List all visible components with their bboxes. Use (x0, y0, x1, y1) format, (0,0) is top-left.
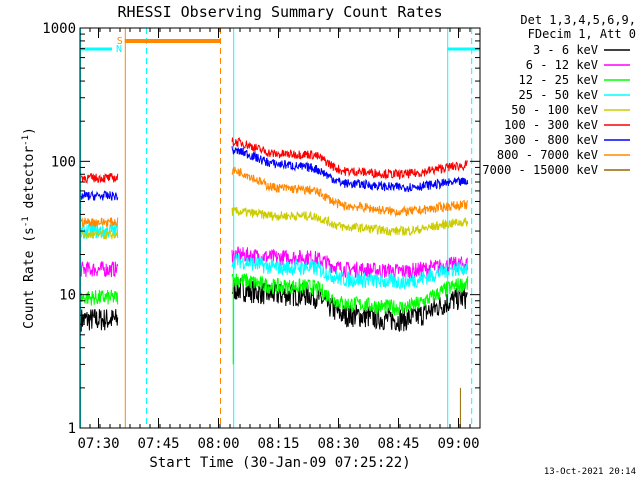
x-tick-label: 07:30 (77, 436, 119, 452)
y-tick-label: 10 (59, 288, 76, 304)
plot-marks: SN (80, 28, 480, 428)
series-line-post (231, 277, 468, 332)
series-line-pre (80, 189, 119, 201)
series-line-post (231, 166, 469, 218)
x-tick-label: 08:30 (317, 436, 359, 452)
y-axis-ticks: 1 10 100 1000 (42, 21, 480, 437)
x-tick-label: 08:00 (197, 436, 239, 452)
night-flag-label: N (116, 44, 122, 55)
legend-label: 12 - 25 keV (519, 73, 598, 87)
series-line-pre (80, 217, 119, 228)
legend-label: 800 - 7000 keV (497, 148, 598, 162)
series-line-pre (80, 229, 119, 240)
series-line-post (231, 273, 469, 316)
series-line-pre (80, 309, 119, 332)
series-line-pre (80, 172, 119, 184)
series-line-post (231, 137, 469, 181)
y-tick-label: 1000 (42, 21, 76, 37)
series-line-pre (80, 260, 119, 278)
legend-label: 3 - 6 keV (533, 43, 598, 57)
plot-frame (79, 27, 481, 429)
legend-label: 6 - 12 keV (526, 58, 598, 72)
legend-header-line1: Det 1,3,4,5,6,9, (520, 13, 636, 27)
series-line-post (231, 206, 469, 237)
series-line-pre (80, 289, 119, 306)
legend-label: 100 - 300 keV (504, 118, 598, 132)
y-axis-label: Count Rate (s-1 detector-1) (21, 127, 37, 329)
legend-label: 50 - 100 keV (511, 103, 598, 117)
x-axis-label: Start Time (30-Jan-09 07:25:22) (149, 455, 410, 471)
series-line-post (231, 146, 469, 193)
saa-flag-label: S (117, 36, 123, 47)
legend-label: 25 - 50 keV (519, 88, 598, 102)
legend-header-line2: FDecim 1, Att 0 (528, 27, 636, 41)
x-tick-label: 08:45 (377, 436, 419, 452)
x-tick-label: 07:45 (137, 436, 179, 452)
y-tick-label: 1 (68, 421, 76, 437)
chart-title: RHESSI Observing Summary Count Rates (117, 3, 442, 21)
y-tick-label: 100 (51, 154, 76, 170)
x-axis-ticks: 07:30 07:45 08:00 08:15 08:30 08:45 09:00 (77, 28, 481, 452)
legend-label: 7000 - 15000 keV (482, 163, 598, 177)
x-tick-label: 08:15 (257, 436, 299, 452)
series-line-post (231, 253, 469, 290)
legend-label: 300 - 800 keV (504, 133, 598, 147)
x-tick-label: 09:00 (437, 436, 479, 452)
footer-date: 13-Oct-2021 20:14 (544, 467, 636, 477)
